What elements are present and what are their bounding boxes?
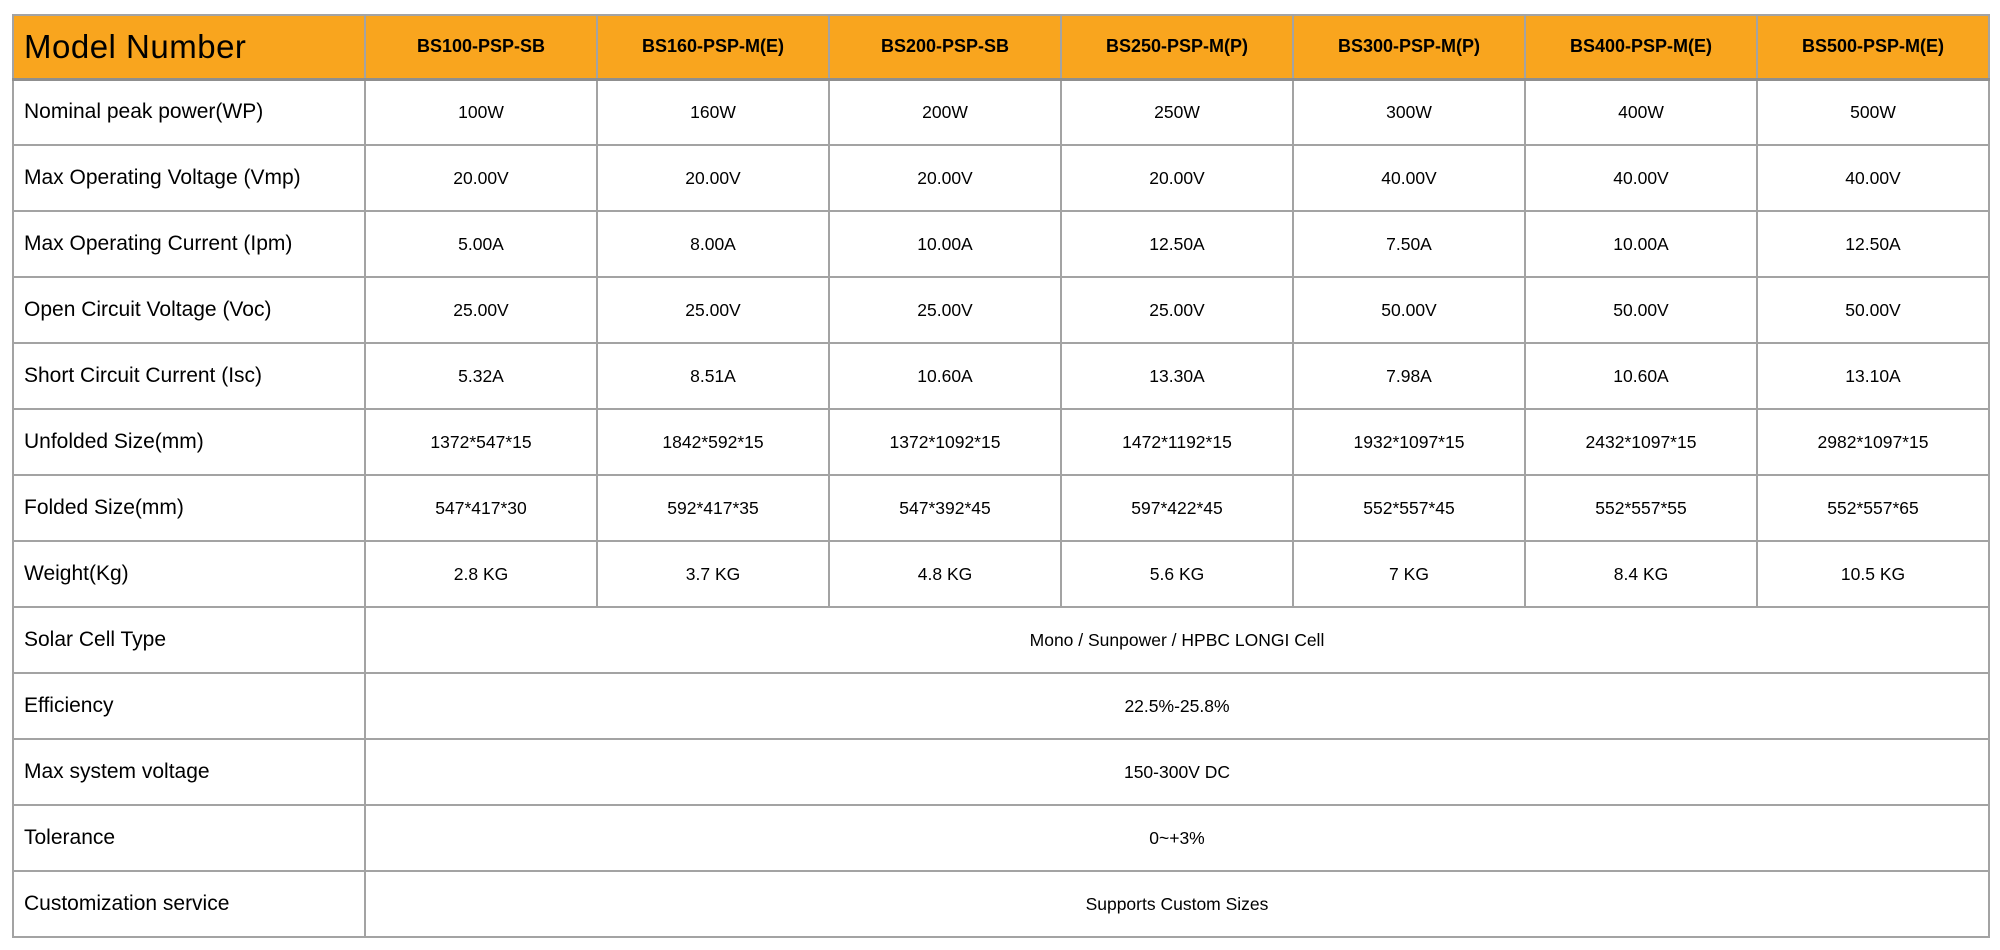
spec-value-cell: 300W [1292,78,1526,146]
spec-value-cell: 12.50A [1060,210,1294,278]
row-label: Weight(Kg) [12,540,366,608]
spec-value-cell: 4.8 KG [828,540,1062,608]
merged-value-cell: 150-300V DC [364,738,1990,806]
spec-value-cell: 1372*1092*15 [828,408,1062,476]
spec-value-cell: 400W [1524,78,1758,146]
spec-value-cell: 200W [828,78,1062,146]
spec-value-cell: 160W [596,78,830,146]
spec-value-cell: 7.50A [1292,210,1526,278]
header-row: Model Number BS100-PSP-SB BS160-PSP-M(E) B… [12,14,1990,81]
table-row: Max Operating Current (Ipm) 5.00A 8.00A 10.… [12,210,1990,278]
spec-value-cell: 10.5 KG [1756,540,1990,608]
spec-value-cell: 25.00V [596,276,830,344]
model-column-header: BS400-PSP-M(E) [1524,14,1758,81]
table-row: Nominal peak power(WP) 100W 160W 200W 250W 30… [12,78,1990,146]
spec-value-cell: 7.98A [1292,342,1526,410]
spec-value-cell: 547*392*45 [828,474,1062,542]
table-row: Max Operating Voltage (Vmp) 20.00V 20.00V 2… [12,144,1990,212]
row-label: Max Operating Voltage (Vmp) [12,144,366,212]
spec-value-cell: 40.00V [1524,144,1758,212]
table-row: Short Circuit Current (Isc) 5.32A 8.51A 10.… [12,342,1990,410]
spec-value-cell: 100W [364,78,598,146]
spec-value-cell: 552*557*65 [1756,474,1990,542]
spec-value-cell: 5.32A [364,342,598,410]
table-row: Tolerance 0~+3% [12,804,1990,872]
spec-value-cell: 25.00V [828,276,1062,344]
model-column-header: BS250-PSP-M(P) [1060,14,1294,81]
row-label: Short Circuit Current (Isc) [12,342,366,410]
solar-panel-spec-table: Model Number BS100-PSP-SB BS160-PSP-M(E) B… [12,14,1990,938]
spec-value-cell: 2982*1097*15 [1756,408,1990,476]
model-column-header: BS160-PSP-M(E) [596,14,830,81]
spec-value-cell: 40.00V [1292,144,1526,212]
merged-value-cell: 0~+3% [364,804,1990,872]
spec-value-cell: 7 KG [1292,540,1526,608]
spec-value-cell: 50.00V [1292,276,1526,344]
spec-value-cell: 1472*1192*15 [1060,408,1294,476]
spec-value-cell: 50.00V [1524,276,1758,344]
table-row: Weight(Kg) 2.8 KG 3.7 KG 4.8 KG 5.6 KG 7 KG 8.… [12,540,1990,608]
model-column-header: BS200-PSP-SB [828,14,1062,81]
spec-value-cell: 5.00A [364,210,598,278]
spec-value-cell: 2.8 KG [364,540,598,608]
spec-value-cell: 597*422*45 [1060,474,1294,542]
spec-value-cell: 40.00V [1756,144,1990,212]
merged-value-cell: 22.5%-25.8% [364,672,1990,740]
spec-value-cell: 12.50A [1756,210,1990,278]
spec-table-container: Model Number BS100-PSP-SB BS160-PSP-M(E) B… [12,14,1990,938]
spec-value-cell: 1372*547*15 [364,408,598,476]
row-label: Folded Size(mm) [12,474,366,542]
model-number-header: Model Number [12,14,366,81]
spec-value-cell: 25.00V [364,276,598,344]
spec-value-cell: 547*417*30 [364,474,598,542]
spec-value-cell: 1932*1097*15 [1292,408,1526,476]
spec-value-cell: 3.7 KG [596,540,830,608]
spec-value-cell: 50.00V [1756,276,1990,344]
model-column-header: BS100-PSP-SB [364,14,598,81]
spec-value-cell: 2432*1097*15 [1524,408,1758,476]
spec-value-cell: 1842*592*15 [596,408,830,476]
table-row: Open Circuit Voltage (Voc) 25.00V 25.00V 25… [12,276,1990,344]
model-column-header: BS300-PSP-M(P) [1292,14,1526,81]
row-label: Efficiency [12,672,366,740]
table-row: Unfolded Size(mm) 1372*547*15 1842*592*15 1… [12,408,1990,476]
spec-value-cell: 250W [1060,78,1294,146]
merged-value-cell: Supports Custom Sizes [364,870,1990,938]
spec-value-cell: 8.4 KG [1524,540,1758,608]
spec-value-cell: 20.00V [596,144,830,212]
spec-value-cell: 552*557*55 [1524,474,1758,542]
table-row: Efficiency 22.5%-25.8% [12,672,1990,740]
table-row: Max system voltage 150-300V DC [12,738,1990,806]
spec-value-cell: 10.00A [1524,210,1758,278]
row-label: Max system voltage [12,738,366,806]
spec-value-cell: 10.60A [1524,342,1758,410]
model-column-header: BS500-PSP-M(E) [1756,14,1990,81]
row-label: Max Operating Current (Ipm) [12,210,366,278]
spec-value-cell: 13.30A [1060,342,1294,410]
row-label: Tolerance [12,804,366,872]
spec-value-cell: 552*557*45 [1292,474,1526,542]
spec-value-cell: 500W [1756,78,1990,146]
spec-value-cell: 8.00A [596,210,830,278]
spec-value-cell: 20.00V [1060,144,1294,212]
spec-value-cell: 592*417*35 [596,474,830,542]
table-row: Customization service Supports Custom Siz… [12,870,1990,938]
spec-value-cell: 25.00V [1060,276,1294,344]
row-label: Open Circuit Voltage (Voc) [12,276,366,344]
spec-value-cell: 10.60A [828,342,1062,410]
spec-value-cell: 13.10A [1756,342,1990,410]
spec-value-cell: 10.00A [828,210,1062,278]
row-label: Customization service [12,870,366,938]
spec-value-cell: 20.00V [828,144,1062,212]
table-row: Folded Size(mm) 547*417*30 592*417*35 547*3… [12,474,1990,542]
merged-value-cell: Mono / Sunpower / HPBC LONGI Cell [364,606,1990,674]
table-row: Solar Cell Type Mono / Sunpower / HPBC LO… [12,606,1990,674]
spec-value-cell: 8.51A [596,342,830,410]
spec-value-cell: 5.6 KG [1060,540,1294,608]
spec-value-cell: 20.00V [364,144,598,212]
row-label: Solar Cell Type [12,606,366,674]
row-label: Unfolded Size(mm) [12,408,366,476]
row-label: Nominal peak power(WP) [12,78,366,146]
